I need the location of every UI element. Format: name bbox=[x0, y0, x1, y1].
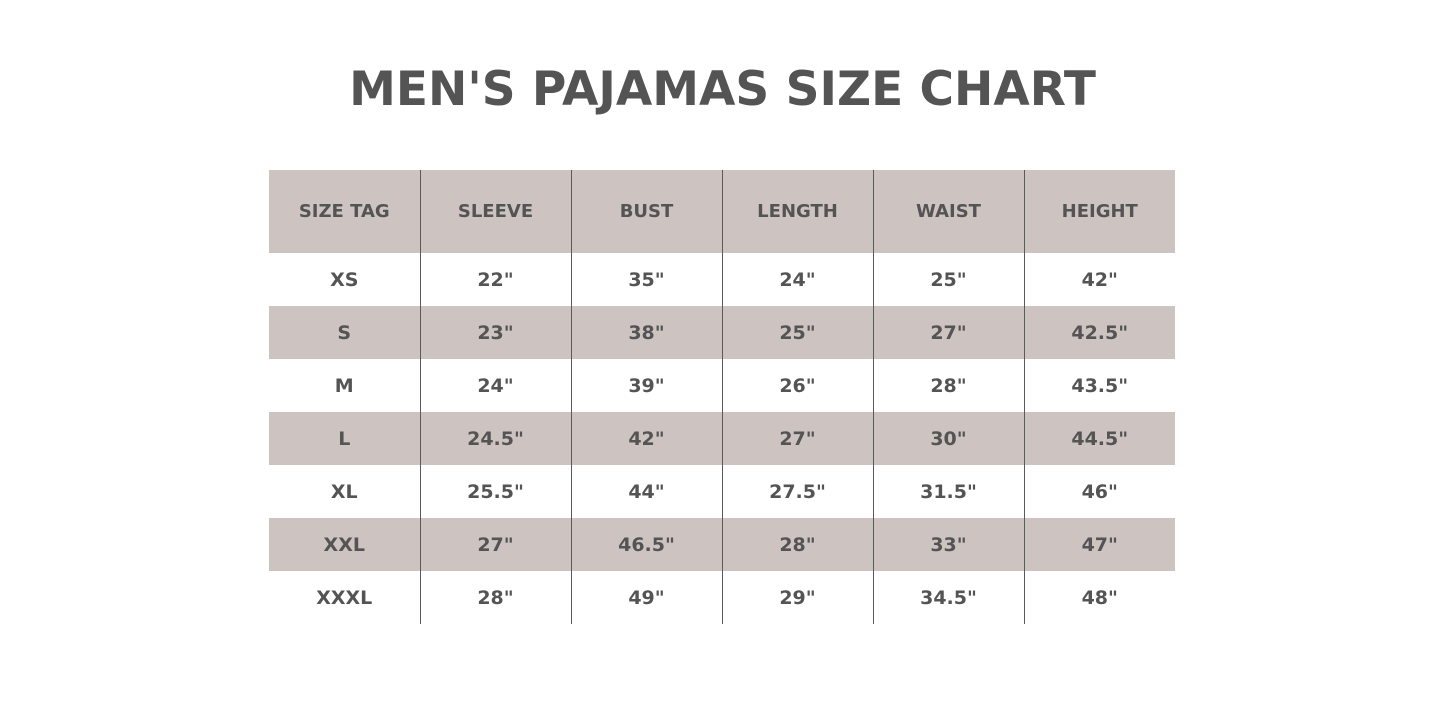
table-cell: 47" bbox=[1023, 518, 1175, 571]
table-row: S 23" 38" 25" 27" 42.5" bbox=[269, 306, 1175, 359]
table-row: XS 22" 35" 24" 25" 42" bbox=[269, 253, 1175, 306]
table-cell: 39" bbox=[570, 359, 722, 412]
table-cell: 38" bbox=[570, 306, 722, 359]
table-row: M 24" 39" 26" 28" 43.5" bbox=[269, 359, 1175, 412]
column-header: SLEEVE bbox=[419, 170, 571, 253]
table-cell: 29" bbox=[721, 571, 873, 624]
table-cell: 27" bbox=[872, 306, 1024, 359]
table-cell: 28" bbox=[721, 518, 873, 571]
column-header: SIZE TAG bbox=[269, 170, 420, 253]
table-cell: 34.5" bbox=[872, 571, 1024, 624]
table-row: XL 25.5" 44" 27.5" 31.5" 46" bbox=[269, 465, 1175, 518]
table-row: L 24.5" 42" 27" 30" 44.5" bbox=[269, 412, 1175, 465]
size-chart-table: SIZE TAG SLEEVE BUST LENGTH WAIST HEIGHT XS 22… bbox=[269, 170, 1175, 624]
table-cell: 44.5" bbox=[1023, 412, 1175, 465]
table-cell: 23" bbox=[419, 306, 571, 359]
column-header: LENGTH bbox=[721, 170, 873, 253]
table-cell: 35" bbox=[570, 253, 722, 306]
table-cell: 43.5" bbox=[1023, 359, 1175, 412]
table-cell: 27" bbox=[419, 518, 571, 571]
table-cell: 31.5" bbox=[872, 465, 1024, 518]
table-cell: 46" bbox=[1023, 465, 1175, 518]
column-header: BUST bbox=[570, 170, 722, 253]
table-cell: 33" bbox=[872, 518, 1024, 571]
page-title: MEN'S PAJAMAS SIZE CHART bbox=[349, 62, 1096, 117]
table-cell: 28" bbox=[872, 359, 1024, 412]
table-cell: 24" bbox=[419, 359, 571, 412]
table-cell: XL bbox=[330, 480, 358, 503]
column-header: WAIST bbox=[872, 170, 1024, 253]
table-cell: 42" bbox=[570, 412, 722, 465]
table-cell: 25" bbox=[872, 253, 1024, 306]
table-cell: 46.5" bbox=[570, 518, 722, 571]
table-cell: XS bbox=[330, 268, 359, 291]
table-row: XXL 27" 46.5" 28" 33" 47" bbox=[269, 518, 1175, 571]
table-cell: XXXL bbox=[316, 586, 373, 609]
table-cell: 42.5" bbox=[1023, 306, 1175, 359]
table-cell: 42" bbox=[1023, 253, 1175, 306]
table-cell: 26" bbox=[721, 359, 873, 412]
table-cell: 24.5" bbox=[419, 412, 571, 465]
table-cell: 49" bbox=[570, 571, 722, 624]
table-cell: XXL bbox=[269, 518, 420, 571]
table-cell: 27" bbox=[721, 412, 873, 465]
table-cell: 28" bbox=[419, 571, 571, 624]
table-row: XXXL 28" 49" 29" 34.5" 48" bbox=[269, 571, 1175, 624]
table-cell: M bbox=[334, 374, 354, 397]
header-row: SIZE TAG SLEEVE BUST LENGTH WAIST HEIGHT bbox=[269, 170, 1175, 253]
table-cell: 24" bbox=[721, 253, 873, 306]
table-cell: 48" bbox=[1023, 571, 1175, 624]
table-cell: 27.5" bbox=[721, 465, 873, 518]
table-cell: L bbox=[269, 412, 420, 465]
column-header: HEIGHT bbox=[1023, 170, 1175, 253]
table-cell: 30" bbox=[872, 412, 1024, 465]
table-cell: 25.5" bbox=[419, 465, 571, 518]
table-cell: 44" bbox=[570, 465, 722, 518]
table-cell: S bbox=[269, 306, 420, 359]
table-cell: 22" bbox=[419, 253, 571, 306]
table-cell: 25" bbox=[721, 306, 873, 359]
